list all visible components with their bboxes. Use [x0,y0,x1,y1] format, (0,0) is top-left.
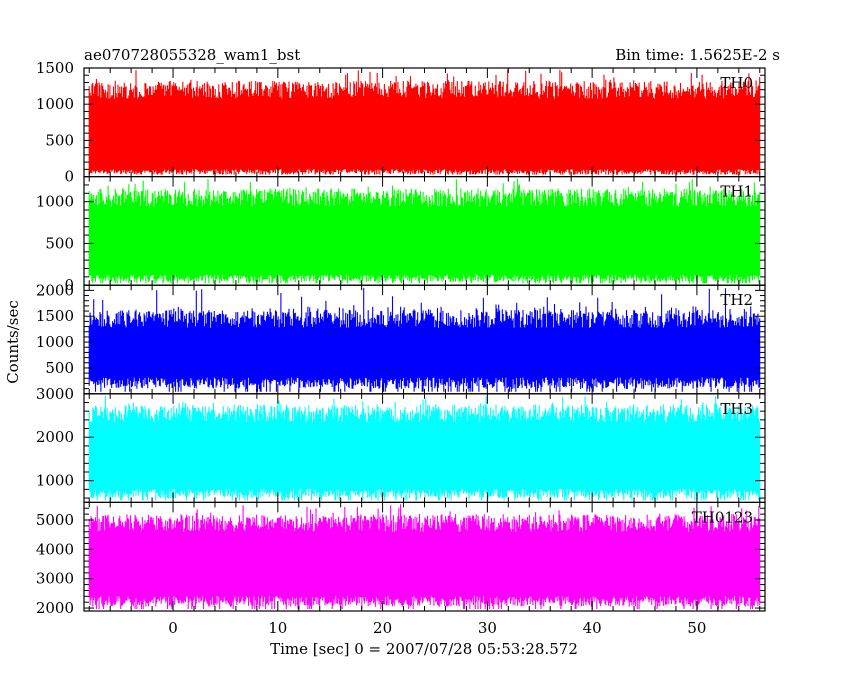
x-tick-label: 0 [168,619,178,637]
panel-th0123: 2000 3000 4000 5000 TH0123 [36,501,766,617]
y-tick-label: 0 [64,168,74,186]
series-th0-core [89,107,760,149]
series-th3-core [89,430,760,470]
series-th0123-core [89,539,760,578]
panel-label-th2: TH2 [720,291,753,309]
y-tick-label: 1000 [36,95,74,113]
y-tick-label: 500 [45,359,74,377]
y-tick-label: 2000 [36,599,74,617]
panel-label-th0123: TH0123 [692,508,753,526]
y-axis-label: Counts/sec [4,300,22,384]
y-tick-label: 1000 [36,472,74,490]
panel-th2: 500 1000 1500 2000 TH2 [36,281,766,395]
chart-title: ae070728055328_wam1_bst [84,46,300,64]
y-tick-label: 1000 [36,333,74,351]
y-tick-label: 2000 [36,281,74,299]
x-tick-label: 30 [478,619,497,637]
y-tick-label: 1000 [36,193,74,211]
y-tick-label: 0 [64,276,74,294]
y-tick-label: 500 [45,234,74,252]
panels-group: 050010001500TH005001000TH150010001500200… [36,59,766,637]
y-tick-label: 4000 [36,540,74,558]
panel-label-th3: TH3 [720,400,753,418]
x-axis-label: Time [sec] 0 = 2007/07/28 05:53:28.572 [270,640,578,658]
y-tick-label: 2000 [36,428,74,446]
y-tick-label: 1500 [36,59,74,77]
y-tick-label: 5000 [36,511,74,529]
series-th2-core [89,332,760,364]
y-tick-label: 3000 [36,570,74,588]
panel-th1: 0 500 1000 TH1 [36,176,766,294]
x-tick-label: 50 [687,619,706,637]
x-tick-label: 20 [373,619,392,637]
panel-th3: 1000 2000 3000 TH3 [36,385,766,503]
y-tick-label: 500 [45,131,74,149]
panel-label-th1: TH1 [720,183,753,201]
y-tick-label: 3000 [36,385,74,403]
bin-time-label: Bin time: 1.5625E-2 s [615,46,780,64]
y-tick-label: 1500 [36,307,74,325]
panel-label-th0: TH0 [720,74,753,92]
x-tick-label: 40 [583,619,602,637]
x-tick-label: 10 [268,619,287,637]
series-th1-core [89,214,760,255]
panel-th0: 0 500 1000 1500 TH0 [36,59,766,186]
